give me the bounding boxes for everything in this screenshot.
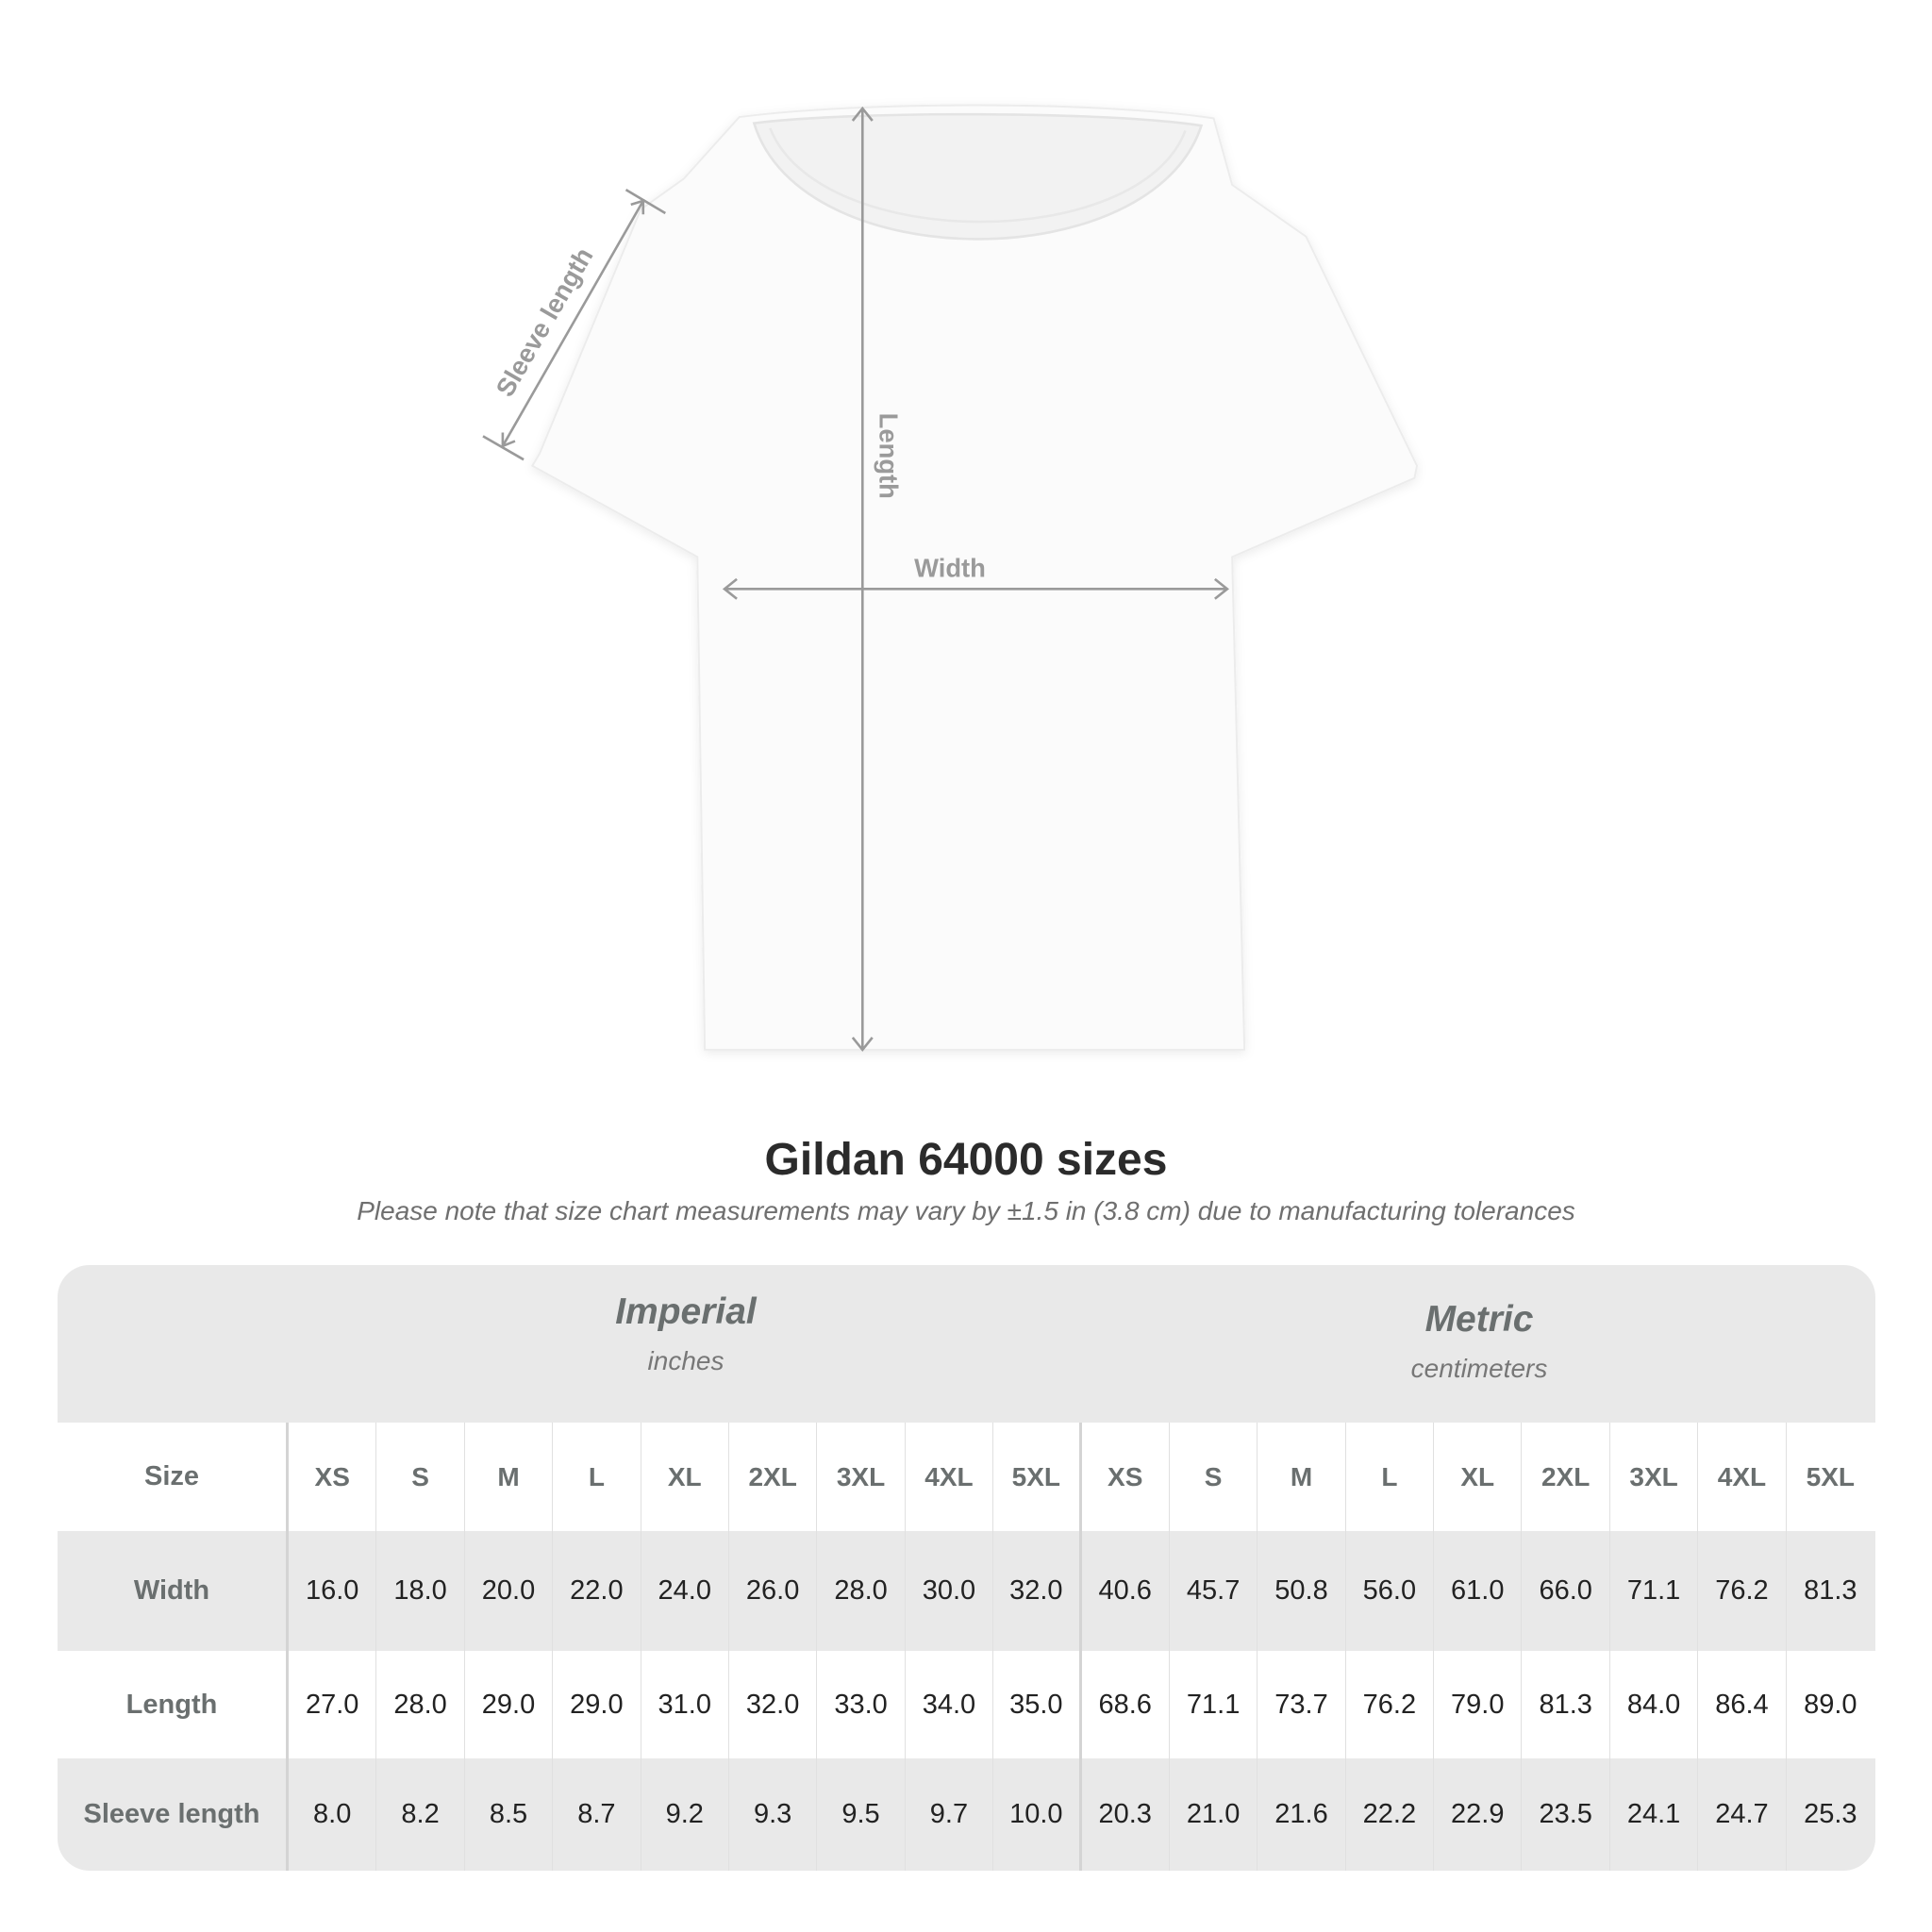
imperial-size-m: M	[465, 1423, 554, 1531]
imperial-value-m: 20.0	[465, 1531, 554, 1651]
metric-value-3xl: 84.0	[1610, 1651, 1699, 1758]
imperial-value-4xl: 30.0	[906, 1531, 994, 1651]
metric-size-3xl: 3XL	[1610, 1423, 1699, 1531]
tshirt-neckline	[752, 112, 1204, 241]
tshirt-body	[530, 104, 1419, 1051]
imperial-value-3xl: 28.0	[817, 1531, 906, 1651]
metric-value-3xl: 24.1	[1610, 1758, 1699, 1871]
metric-size-s: S	[1170, 1423, 1258, 1531]
width-arrow	[722, 577, 1229, 600]
imperial-value-xs: 27.0	[289, 1651, 377, 1758]
tolerance-note: Please note that size chart measurements…	[357, 1196, 1575, 1225]
imperial-size-s: S	[376, 1423, 465, 1531]
metric-size-xl: XL	[1434, 1423, 1523, 1531]
imperial-value-m: 29.0	[465, 1651, 554, 1758]
imperial-title: Imperial	[615, 1291, 757, 1332]
metric-value-xs: 20.3	[1082, 1758, 1170, 1871]
row-label: Length	[58, 1651, 289, 1758]
imperial-size-l: L	[553, 1423, 641, 1531]
metric-size-l: L	[1346, 1423, 1435, 1531]
size-header-row: Size XS S M L XL 2XL 3XL 4XL 5XL XS S M L XL 2XL 3XL 4XL 5…	[58, 1423, 1875, 1531]
metric-value-5xl: 81.3	[1804, 1575, 1857, 1606]
size-header-label: Size	[58, 1423, 289, 1531]
imperial-value-s: 8.2	[376, 1758, 465, 1871]
imperial-value-5xl: 10.0	[993, 1758, 1082, 1871]
metric-size-xs: XS	[1082, 1423, 1170, 1531]
metric-value-3xl: 71.1	[1610, 1531, 1699, 1651]
imperial-value-3xl: 33.0	[817, 1651, 906, 1758]
imperial-size-4xl: 4XL	[906, 1423, 994, 1531]
metric-size-2xl: 2XL	[1522, 1423, 1610, 1531]
metric-unit: centimeters	[1410, 1354, 1548, 1383]
imperial-value-4xl: 9.7	[906, 1758, 994, 1871]
imperial-value-xl: 9.2	[641, 1758, 729, 1871]
imperial-value-2xl: 26.0	[729, 1531, 818, 1651]
imperial-value-5xl: 32.0	[993, 1531, 1082, 1651]
imperial-value-l: 29.0	[553, 1651, 641, 1758]
imperial-value-l: 8.7	[553, 1758, 641, 1871]
width-label: Width	[914, 553, 986, 582]
metric-value-m: 73.7	[1257, 1651, 1346, 1758]
metric-title: Metric	[1424, 1299, 1534, 1340]
metric-size-m: M	[1257, 1423, 1346, 1531]
metric-value-xs: 68.6	[1082, 1651, 1170, 1758]
metric-value-2xl: 81.3	[1522, 1651, 1610, 1758]
metric-size-5xl: 5XL	[1806, 1461, 1856, 1491]
imperial-size-2xl: 2XL	[729, 1423, 818, 1531]
length-label: Length	[874, 413, 904, 499]
metric-value-2xl: 23.5	[1522, 1758, 1610, 1871]
metric-value-l: 56.0	[1346, 1531, 1435, 1651]
metric-value-xs: 40.6	[1082, 1531, 1170, 1651]
metric-value-xl: 61.0	[1434, 1531, 1523, 1651]
metric-value-5xl: 25.3	[1804, 1799, 1857, 1829]
imperial-size-3xl: 3XL	[817, 1423, 906, 1531]
imperial-value-2xl: 32.0	[729, 1651, 818, 1758]
imperial-value-m: 8.5	[465, 1758, 554, 1871]
table-row-length: Length 27.0 28.0 29.0 29.0 31.0 32.0 33.0 34.0 35…	[58, 1651, 1875, 1758]
metric-value-l: 22.2	[1346, 1758, 1435, 1871]
imperial-value-2xl: 9.3	[729, 1758, 818, 1871]
metric-value-xl: 22.9	[1434, 1758, 1523, 1871]
sleeve-length-arrow	[482, 189, 666, 461]
metric-value-s: 45.7	[1170, 1531, 1258, 1651]
row-label: Sleeve length	[58, 1758, 289, 1871]
imperial-value-xs: 16.0	[289, 1531, 377, 1651]
metric-value-4xl: 24.7	[1698, 1758, 1787, 1871]
metric-value-2xl: 66.0	[1522, 1531, 1610, 1651]
metric-value-m: 50.8	[1257, 1531, 1346, 1651]
imperial-value-xl: 24.0	[641, 1531, 729, 1651]
table-row-sleeve-length: Sleeve length 8.0 8.2 8.5 8.7 9.2 9.3 9.5 9.7 10.…	[58, 1758, 1875, 1871]
imperial-value-s: 18.0	[376, 1531, 465, 1651]
metric-size-4xl: 4XL	[1698, 1423, 1787, 1531]
imperial-value-l: 22.0	[553, 1531, 641, 1651]
metric-value-4xl: 86.4	[1698, 1651, 1787, 1758]
metric-value-4xl: 76.2	[1698, 1531, 1787, 1651]
metric-value-l: 76.2	[1346, 1651, 1435, 1758]
metric-value-s: 71.1	[1170, 1651, 1258, 1758]
imperial-size-5xl: 5XL	[993, 1423, 1082, 1531]
length-arrow	[851, 106, 874, 1052]
table-row-width: Width 16.0 18.0 20.0 22.0 24.0 26.0 28.0 30.0 32.…	[58, 1531, 1875, 1651]
size-table: Imperial inches Metric centimeters Size X…	[58, 1265, 1875, 1871]
metric-group-header: Metric centimeters	[1083, 1299, 1875, 1384]
imperial-value-xs: 8.0	[289, 1758, 377, 1871]
page-title: Gildan 64000 sizes	[764, 1135, 1168, 1185]
imperial-unit: inches	[647, 1346, 724, 1375]
metric-value-s: 21.0	[1170, 1758, 1258, 1871]
row-label: Width	[58, 1531, 289, 1651]
imperial-size-xs: XS	[289, 1423, 377, 1531]
metric-value-xl: 79.0	[1434, 1651, 1523, 1758]
imperial-group-header: Imperial inches	[289, 1291, 1083, 1376]
imperial-value-xl: 31.0	[641, 1651, 729, 1758]
imperial-value-3xl: 9.5	[817, 1758, 906, 1871]
imperial-value-s: 28.0	[376, 1651, 465, 1758]
imperial-value-5xl: 35.0	[993, 1651, 1082, 1758]
imperial-value-4xl: 34.0	[906, 1651, 994, 1758]
metric-value-5xl: 89.0	[1804, 1689, 1857, 1720]
imperial-size-xl: XL	[641, 1423, 729, 1531]
metric-value-m: 21.6	[1257, 1758, 1346, 1871]
